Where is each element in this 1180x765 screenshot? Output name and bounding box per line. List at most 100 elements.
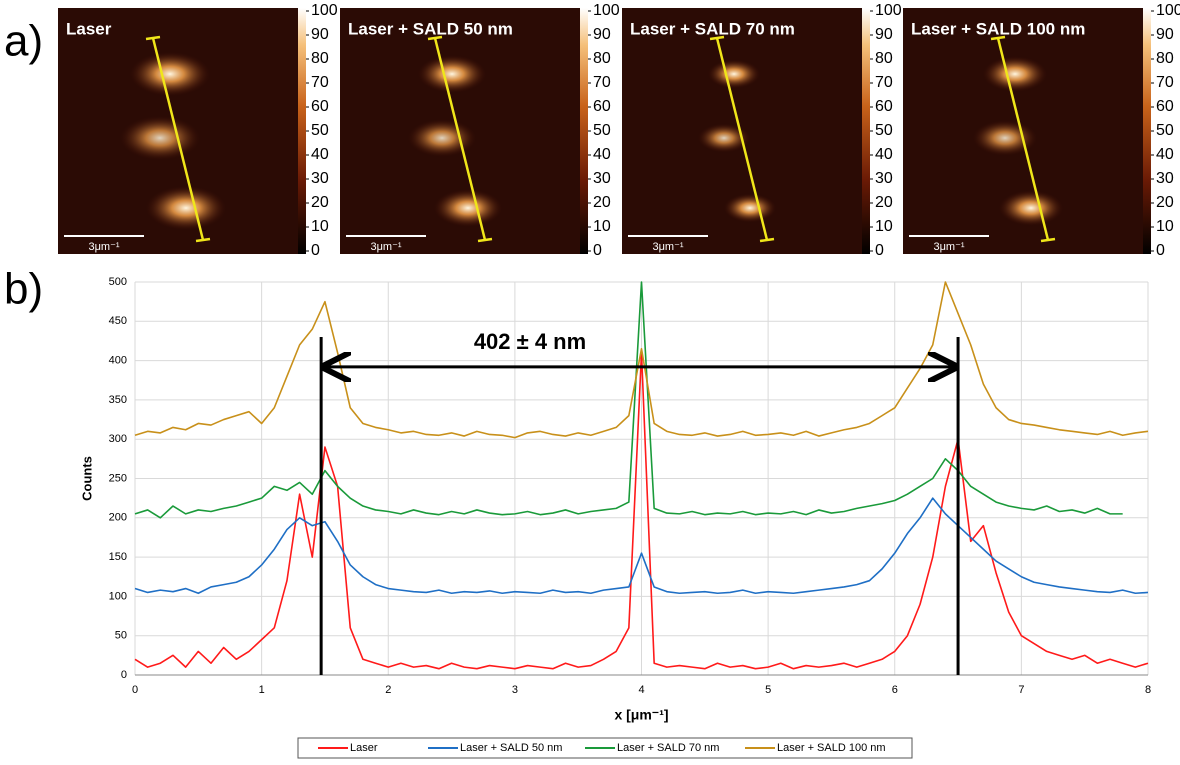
- y-tick-label: 500: [109, 276, 127, 288]
- y-tick-label: 400: [109, 355, 127, 367]
- legend-label: Laser: [350, 742, 378, 754]
- x-tick-label: 2: [385, 684, 391, 696]
- series-line: [134, 497, 1149, 595]
- colorbar-tick-label: 90: [311, 26, 329, 43]
- colorbar-tick-label: 90: [1156, 26, 1174, 43]
- image-title: Laser + SALD 100 nm: [911, 19, 1085, 38]
- profile-line: [433, 37, 487, 241]
- colorbar-tick-label: 60: [311, 98, 329, 115]
- x-tick-label: 7: [1018, 684, 1024, 696]
- colorbar-tick-label: 20: [875, 194, 893, 211]
- colorbar-tick-label: 30: [1156, 170, 1174, 187]
- colorbar-tick-label: 40: [1156, 146, 1174, 163]
- x-axis-label: x [μm⁻¹]: [614, 707, 668, 723]
- panel-label: a): [4, 17, 43, 66]
- x-tick-label: 4: [638, 684, 644, 696]
- intensity-spot: [708, 59, 760, 89]
- x-tick-label: 8: [1145, 684, 1151, 696]
- profile-cap: [195, 237, 211, 243]
- profile-cap: [477, 237, 493, 243]
- colorbar-tick-label: 80: [1156, 50, 1174, 67]
- image-panel: Laser + SALD 70 nm 3μm⁻¹ 0 10 20 30 40 50 60 70 80…: [622, 2, 902, 259]
- colorbar-tick-label: 70: [1156, 74, 1174, 91]
- colorbar-tick-label: 30: [593, 170, 611, 187]
- series-line: [134, 281, 1149, 439]
- colorbar-tick-label: 0: [593, 242, 602, 259]
- image-title: Laser + SALD 50 nm: [348, 19, 513, 38]
- legend-label: Laser + SALD 100 nm: [777, 742, 886, 754]
- colorbar-tick-label: 40: [311, 146, 329, 163]
- colorbar-tick-label: 60: [875, 98, 893, 115]
- x-tick-label: 6: [892, 684, 898, 696]
- profile-cap: [990, 35, 1006, 41]
- y-tick-label: 250: [109, 472, 127, 484]
- colorbar: [1143, 8, 1151, 254]
- x-tick-label: 5: [765, 684, 771, 696]
- image-panel: Laser 3μm⁻¹ 0 10 20 30 40 50 60 70 80 90 100: [58, 2, 338, 259]
- profile-cap: [709, 35, 725, 41]
- colorbar: [298, 8, 306, 254]
- intensity-spot: [698, 123, 750, 153]
- intensity-spot: [999, 190, 1063, 226]
- profile-line: [151, 37, 205, 241]
- colorbar-tick-label: 10: [875, 218, 893, 235]
- y-tick-label: 350: [109, 394, 127, 406]
- colorbar-tick-label: 20: [311, 194, 329, 211]
- x-tick-label: 1: [259, 684, 265, 696]
- colorbar-tick-label: 0: [875, 242, 884, 259]
- intensity-spot: [983, 56, 1047, 92]
- y-tick-label: 100: [109, 590, 127, 602]
- colorbar-tick-label: 80: [875, 50, 893, 67]
- colorbar-tick-label: 60: [1156, 98, 1174, 115]
- colorbar-tick-label: 10: [593, 218, 611, 235]
- image-panel: Laser + SALD 50 nm 3μm⁻¹ 0 10 20 30 40 50 60 70 80…: [340, 2, 620, 259]
- intensity-spot: [434, 189, 502, 227]
- colorbar-tick-label: 50: [593, 122, 611, 139]
- colorbar-tick-label: 70: [311, 74, 329, 91]
- colorbar-tick-label: 100: [1156, 2, 1180, 19]
- colorbar-tick-label: 90: [593, 26, 611, 43]
- colorbar-tick-label: 100: [311, 2, 338, 19]
- y-axis-label: Counts: [79, 456, 94, 501]
- colorbar-tick-label: 20: [1156, 194, 1174, 211]
- profile-cap: [145, 35, 161, 41]
- intensity-spot: [130, 52, 210, 96]
- colorbar-tick-label: 50: [875, 122, 893, 139]
- scale-bar-label: 3μm⁻¹: [933, 241, 964, 253]
- profile-cap: [759, 237, 775, 243]
- colorbar-tick-label: 70: [875, 74, 893, 91]
- profile-line: [996, 37, 1050, 241]
- y-tick-label: 300: [109, 433, 127, 445]
- profile-cap: [1040, 237, 1056, 243]
- colorbar-tick-label: 10: [311, 218, 329, 235]
- colorbar-tick-label: 90: [875, 26, 893, 43]
- x-tick-label: 0: [132, 684, 138, 696]
- intensity-spot: [120, 116, 200, 160]
- legend-label: Laser + SALD 70 nm: [617, 742, 719, 754]
- x-tick-label: 3: [512, 684, 518, 696]
- intensity-spot: [146, 186, 226, 230]
- colorbar: [580, 8, 588, 254]
- colorbar-tick-label: 20: [593, 194, 611, 211]
- scale-bar-label: 3μm⁻¹: [370, 241, 401, 253]
- colorbar-tick-label: 60: [593, 98, 611, 115]
- image-title: Laser: [66, 19, 112, 38]
- colorbar-tick-label: 40: [875, 146, 893, 163]
- colorbar-tick-label: 100: [875, 2, 902, 19]
- colorbar-tick-label: 80: [311, 50, 329, 67]
- y-tick-label: 200: [109, 512, 127, 524]
- scale-bar-label: 3μm⁻¹: [88, 241, 119, 253]
- intensity-spot: [973, 120, 1037, 156]
- colorbar-tick-label: 0: [311, 242, 320, 259]
- profile-cap: [427, 35, 443, 41]
- colorbar-tick-label: 80: [593, 50, 611, 67]
- annotation-text: 402 ± 4 nm: [474, 329, 586, 354]
- y-tick-label: 150: [109, 551, 127, 563]
- y-tick-label: 50: [115, 630, 127, 642]
- legend-label: Laser + SALD 50 nm: [460, 742, 562, 754]
- scale-bar-label: 3μm⁻¹: [652, 241, 683, 253]
- colorbar-tick-label: 40: [593, 146, 611, 163]
- colorbar: [862, 8, 870, 254]
- intensity-spot: [408, 119, 476, 157]
